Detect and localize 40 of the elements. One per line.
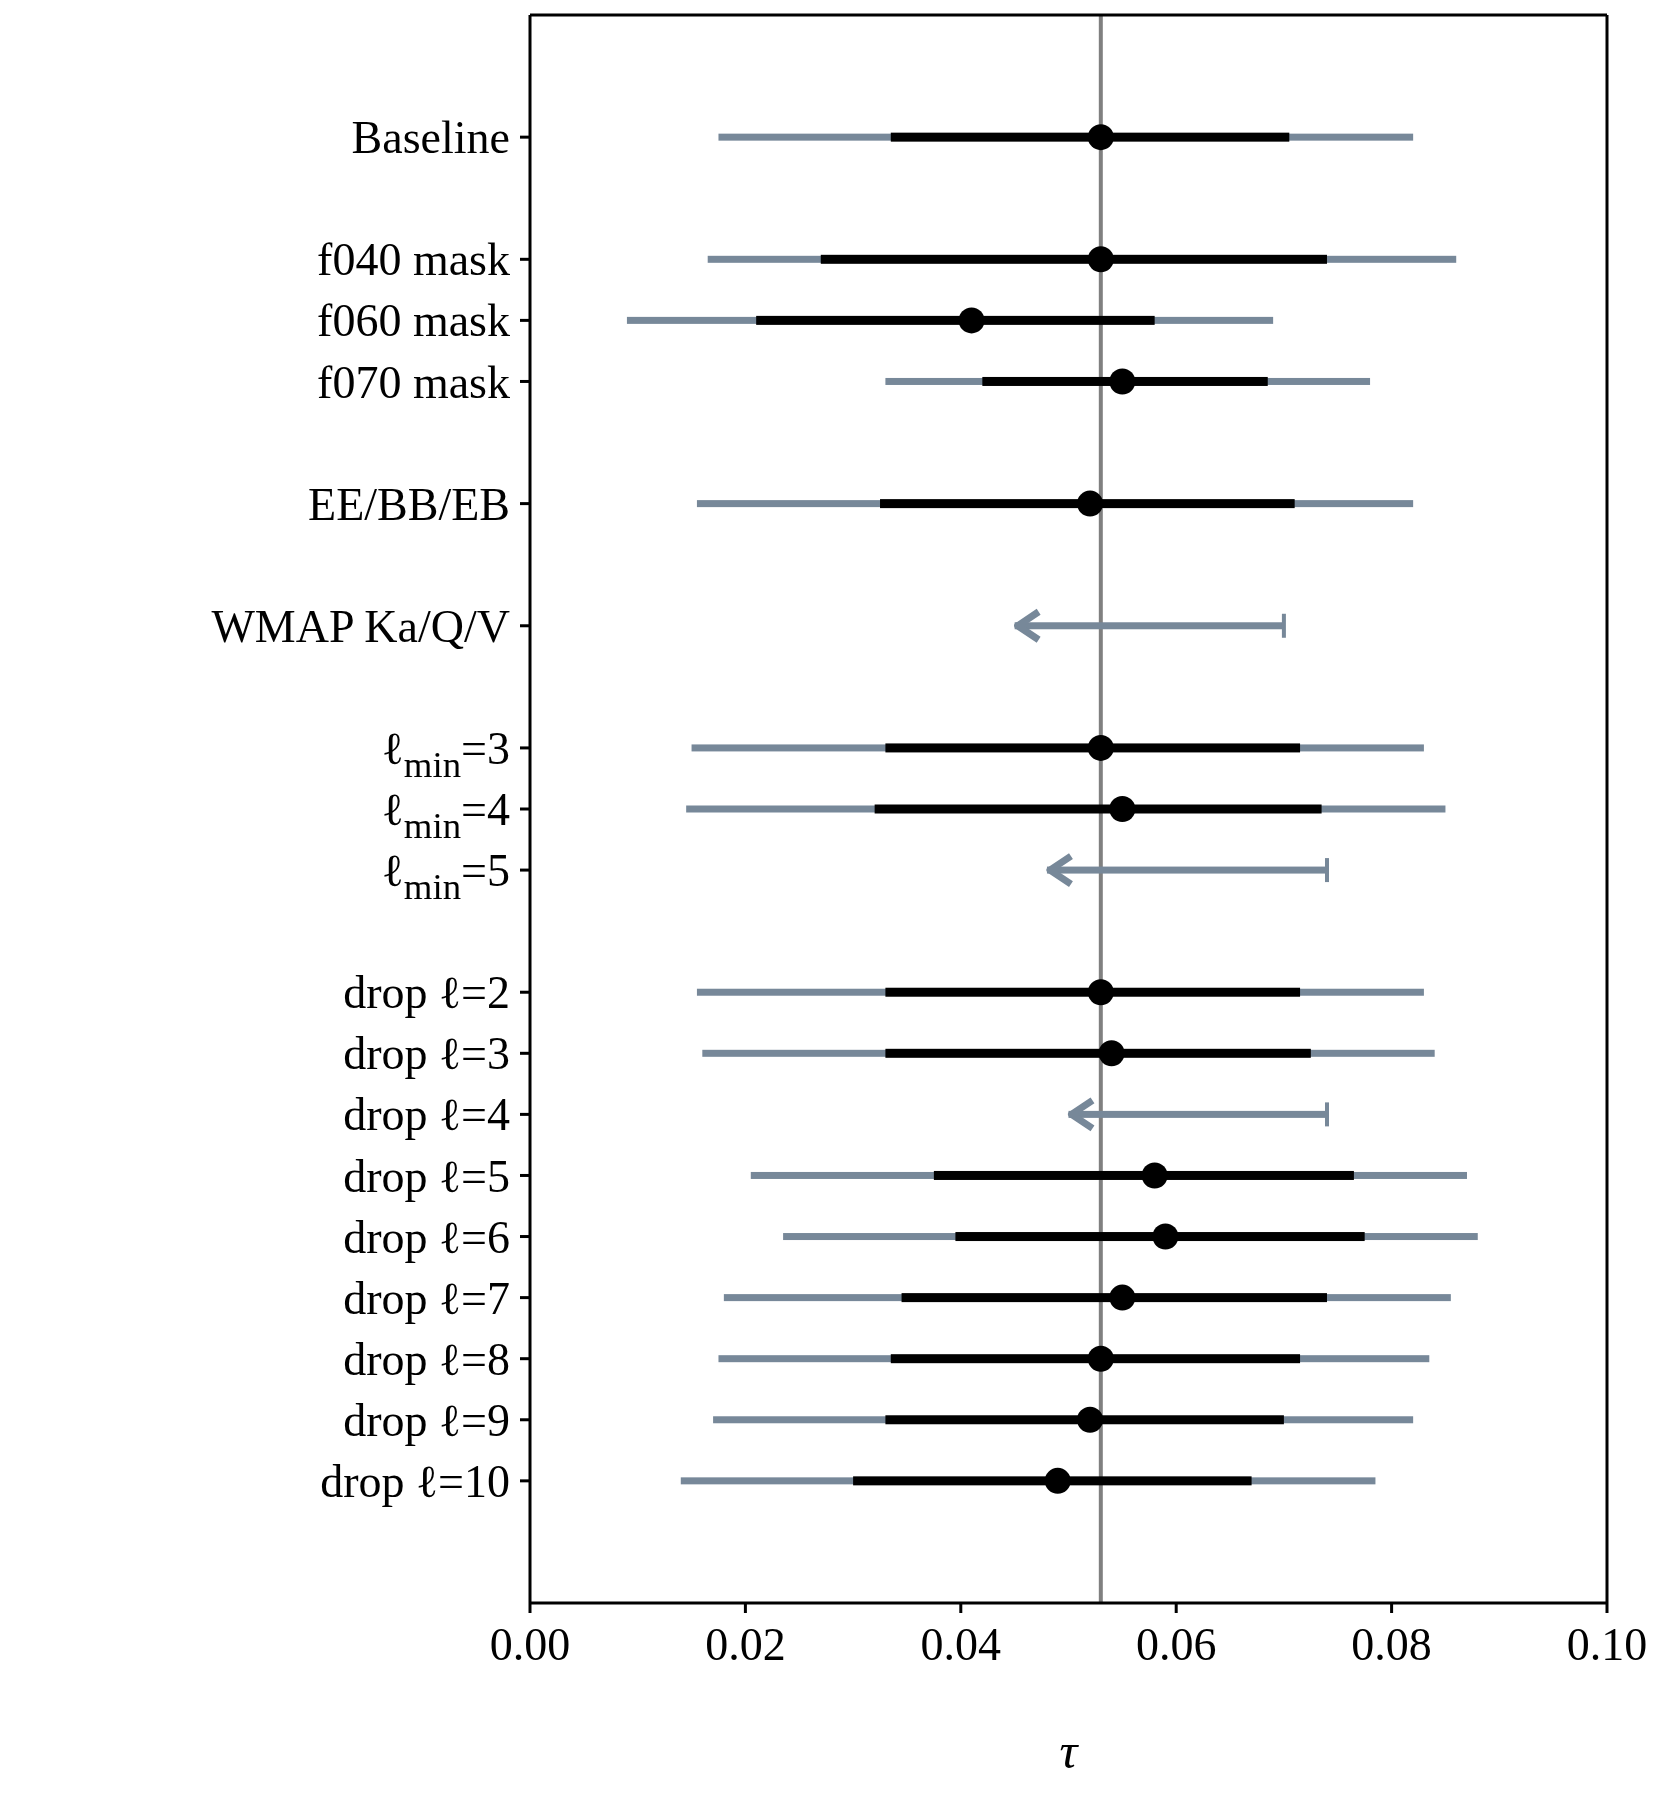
point	[1109, 796, 1136, 822]
point	[1109, 368, 1136, 395]
point	[1087, 246, 1114, 273]
y-tick-label: drop ℓ=4	[343, 1089, 510, 1141]
x-tick-label: 0.04	[920, 1618, 1002, 1670]
point	[1087, 124, 1114, 151]
y-tick-label: f040 mask	[317, 234, 510, 286]
point	[1087, 734, 1114, 761]
x-tick-label: 0.10	[1566, 1618, 1648, 1670]
y-tick-label: drop ℓ=9	[343, 1394, 510, 1446]
y-tick-label: Baseline	[351, 112, 510, 164]
y-tick-label: drop ℓ=10	[320, 1455, 510, 1507]
y-tick-label: WMAP Ka/Q/V	[211, 600, 510, 652]
point	[1044, 1467, 1071, 1494]
point	[1141, 1162, 1168, 1189]
point	[958, 307, 985, 334]
y-tick-label: ℓ$_{min}$=3	[381, 723, 510, 785]
y-tick-label: drop ℓ=7	[343, 1272, 510, 1324]
point	[1152, 1223, 1179, 1250]
y-tick-label: drop ℓ=8	[343, 1333, 510, 1385]
point	[1087, 979, 1114, 1006]
y-tick-label: f060 mask	[317, 295, 510, 347]
y-tick-label: drop ℓ=3	[343, 1028, 510, 1080]
y-tick-label: drop ℓ=6	[343, 1211, 510, 1263]
x-tick-label: 0.00	[489, 1618, 571, 1670]
point	[1098, 1040, 1125, 1067]
x-tick-label: 0.02	[705, 1618, 786, 1670]
point	[1109, 1284, 1136, 1311]
x-tick-label: 0.08	[1351, 1618, 1432, 1670]
y-tick-label: ℓ$_{min}$=4	[381, 784, 510, 846]
y-tick-label: drop ℓ=5	[343, 1150, 510, 1202]
y-tick-label: drop ℓ=2	[343, 967, 510, 1019]
y-tick-label: f070 mask	[317, 356, 510, 408]
y-tick-label: EE/BB/EB	[308, 478, 510, 530]
x-tick-label: 0.06	[1135, 1618, 1217, 1670]
y-tick-label: ℓ$_{min}$=5	[381, 845, 510, 908]
x-axis-title: τ	[1059, 1723, 1080, 1779]
point	[1077, 490, 1104, 517]
point	[1087, 1345, 1114, 1372]
point	[1077, 1406, 1104, 1433]
